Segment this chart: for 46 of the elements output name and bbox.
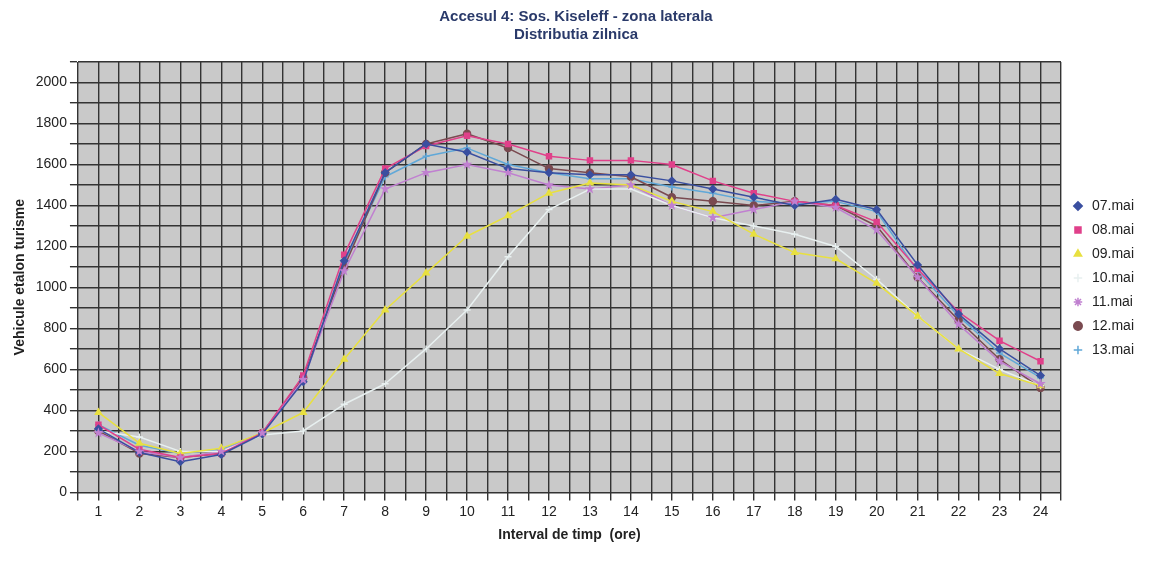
- y-axis-title: Vehicule etalon turisme: [11, 198, 28, 356]
- x-tick-label: 2: [135, 502, 144, 519]
- legend-label: 09.mai: [1091, 244, 1135, 261]
- x-tick-label: 19: [827, 502, 844, 519]
- y-tick-label: 400: [43, 401, 68, 418]
- legend-label: 07.mai: [1091, 196, 1135, 213]
- y-tick-label: 1800: [35, 114, 68, 131]
- y-tick-label: 1400: [35, 196, 68, 213]
- legend-label: 13.mai: [1091, 340, 1135, 357]
- y-tick-label: 800: [43, 319, 68, 336]
- y-tick-label: 2000: [35, 73, 68, 90]
- legend-label: 11.mai: [1091, 292, 1133, 309]
- y-tick-label: 200: [43, 442, 68, 459]
- x-tick-label: 11: [500, 502, 516, 519]
- y-tick-label: 600: [43, 360, 68, 377]
- x-tick-label: 3: [176, 502, 185, 519]
- x-tick-label: 23: [991, 502, 1008, 519]
- y-tick-label: 1600: [35, 155, 68, 172]
- x-tick-label: 8: [381, 502, 390, 519]
- x-tick-label: 5: [258, 502, 267, 519]
- x-tick-label: 22: [950, 502, 967, 519]
- chart-title: Accesul 4: Sos. Kiseleff - zona laterala: [439, 7, 714, 25]
- x-tick-label: 18: [786, 502, 803, 519]
- x-tick-label: 1: [94, 502, 103, 519]
- x-tick-label: 10: [459, 502, 476, 519]
- legend-label: 12.mai: [1091, 316, 1135, 333]
- x-tick-label: 15: [664, 502, 680, 519]
- x-tick-label: 13: [582, 502, 598, 519]
- x-tick-label: 6: [299, 502, 308, 519]
- x-tick-label: 16: [705, 502, 721, 519]
- x-tick-label: 17: [745, 502, 762, 519]
- legend-label: 08.mai: [1091, 220, 1135, 237]
- legend-label: 10.mai: [1091, 268, 1135, 285]
- x-tick-label: 7: [340, 502, 349, 519]
- chart-subtitle: Distributia zilnica: [513, 25, 639, 43]
- x-tick-label: 21: [909, 502, 926, 519]
- x-tick-label: 12: [541, 502, 557, 519]
- x-axis-title: Interval de timp (ore): [498, 526, 641, 543]
- y-tick-label: 1000: [35, 278, 68, 295]
- x-tick-label: 24: [1032, 502, 1049, 519]
- x-tick-label: 20: [868, 502, 885, 519]
- x-tick-label: 14: [623, 502, 639, 519]
- y-tick-label: 1200: [35, 237, 68, 254]
- x-tick-label: 9: [422, 502, 431, 519]
- y-tick-label: 0: [59, 483, 68, 500]
- x-tick-label: 4: [217, 502, 226, 519]
